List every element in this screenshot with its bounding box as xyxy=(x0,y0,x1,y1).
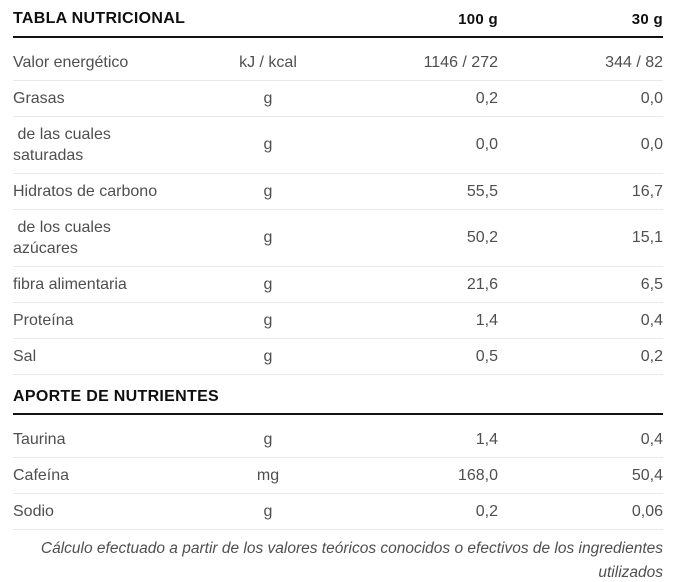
nutrient-row-fibra: fibra alimentaria g 21,6 6,5 xyxy=(13,267,663,303)
nutrient-value-30g: 0,06 xyxy=(631,502,663,520)
nutrient-unit: g xyxy=(263,347,273,365)
nutrient-value-100g: 0,0 xyxy=(475,136,498,153)
nutrient-label: de los cuales azúcares xyxy=(13,219,111,257)
nutrient-value-100g: 1,4 xyxy=(475,430,498,448)
nutrient-value-30g: 0,4 xyxy=(640,311,663,329)
table-title: TABLA NUTRICIONAL xyxy=(13,10,186,27)
nutrient-value-30g: 0,0 xyxy=(640,89,663,107)
nutrient-value-100g: 21,6 xyxy=(466,275,498,293)
column-header-100g: 100 g xyxy=(458,11,498,28)
nutrient-unit: g xyxy=(263,275,273,293)
nutrient-value-30g: 0,4 xyxy=(640,430,663,448)
nutrient-label: Hidratos de carbono xyxy=(13,183,158,200)
nutrient-value-30g: 0,2 xyxy=(640,347,663,365)
nutrient-row-proteina: Proteína g 1,4 0,4 xyxy=(13,303,663,339)
nutrient-unit: g xyxy=(263,430,273,448)
footnote: Cálculo efectuado a partir de los valore… xyxy=(40,540,663,581)
nutrient-row-valor-energetico: Valor energético kJ / kcal 1146 / 272 34… xyxy=(13,38,663,81)
nutrient-value-100g: 168,0 xyxy=(457,466,498,484)
nutrient-value-30g: 15,1 xyxy=(631,229,663,246)
nutrient-value-100g: 50,2 xyxy=(466,229,498,246)
nutrient-value-100g: 0,2 xyxy=(475,89,498,107)
table-header-row: TABLA NUTRICIONAL 100 g 30 g xyxy=(13,0,663,38)
nutrient-label: Sal xyxy=(13,348,37,365)
nutrient-value-30g: 0,0 xyxy=(640,136,663,153)
nutrient-value-30g: 50,4 xyxy=(631,466,663,484)
nutrient-label: Proteína xyxy=(13,312,74,329)
nutrient-unit: g xyxy=(263,182,273,200)
nutrient-value-100g: 1,4 xyxy=(475,311,498,329)
nutrient-label: Grasas xyxy=(13,90,65,107)
nutrient-label: Sodio xyxy=(13,503,54,520)
nutrient-unit: g xyxy=(263,502,273,520)
section-title: APORTE DE NUTRIENTES xyxy=(13,388,220,405)
nutrient-label: Cafeína xyxy=(13,467,70,484)
column-header-30g: 30 g xyxy=(631,11,663,28)
nutrient-row-cafeina: Cafeína mg 168,0 50,4 xyxy=(13,458,663,494)
nutrient-value-30g: 6,5 xyxy=(640,275,663,293)
nutrient-row-sal: Sal g 0,5 0,2 xyxy=(13,339,663,375)
nutrient-unit: mg xyxy=(256,466,280,484)
nutrient-row-hidratos: Hidratos de carbono g 55,5 16,7 xyxy=(13,174,663,210)
nutrient-label: de las cuales saturadas xyxy=(13,126,111,164)
nutrient-row-sodio: Sodio g 0,2 0,06 xyxy=(13,494,663,530)
nutrient-label: Taurina xyxy=(13,431,66,448)
nutrient-row-taurina: Taurina g 1,4 0,4 xyxy=(13,415,663,458)
nutrient-unit: g xyxy=(263,229,273,246)
nutrient-value-100g: 0,2 xyxy=(475,502,498,520)
nutrient-value-100g: 55,5 xyxy=(466,182,498,200)
nutrient-unit: kJ / kcal xyxy=(239,53,297,71)
nutrient-unit: g xyxy=(263,89,273,107)
nutrient-unit: g xyxy=(263,311,273,329)
nutrient-row-grasas: Grasas g 0,2 0,0 xyxy=(13,81,663,117)
nutrient-value-30g: 344 / 82 xyxy=(605,53,663,71)
nutrient-label: Valor energético xyxy=(13,54,129,71)
nutrient-value-100g: 0,5 xyxy=(475,347,498,365)
nutrient-row-azucares: de los cuales azúcares g 50,2 15,1 xyxy=(13,210,663,267)
nutrient-label: fibra alimentaria xyxy=(13,276,127,293)
section-header-row: APORTE DE NUTRIENTES xyxy=(13,375,663,415)
nutrient-row-saturadas: de las cuales saturadas g 0,0 0,0 xyxy=(13,117,663,174)
nutrient-value-30g: 16,7 xyxy=(631,182,663,200)
nutrient-value-100g: 1146 / 272 xyxy=(423,53,498,71)
nutrient-unit: g xyxy=(263,136,273,153)
